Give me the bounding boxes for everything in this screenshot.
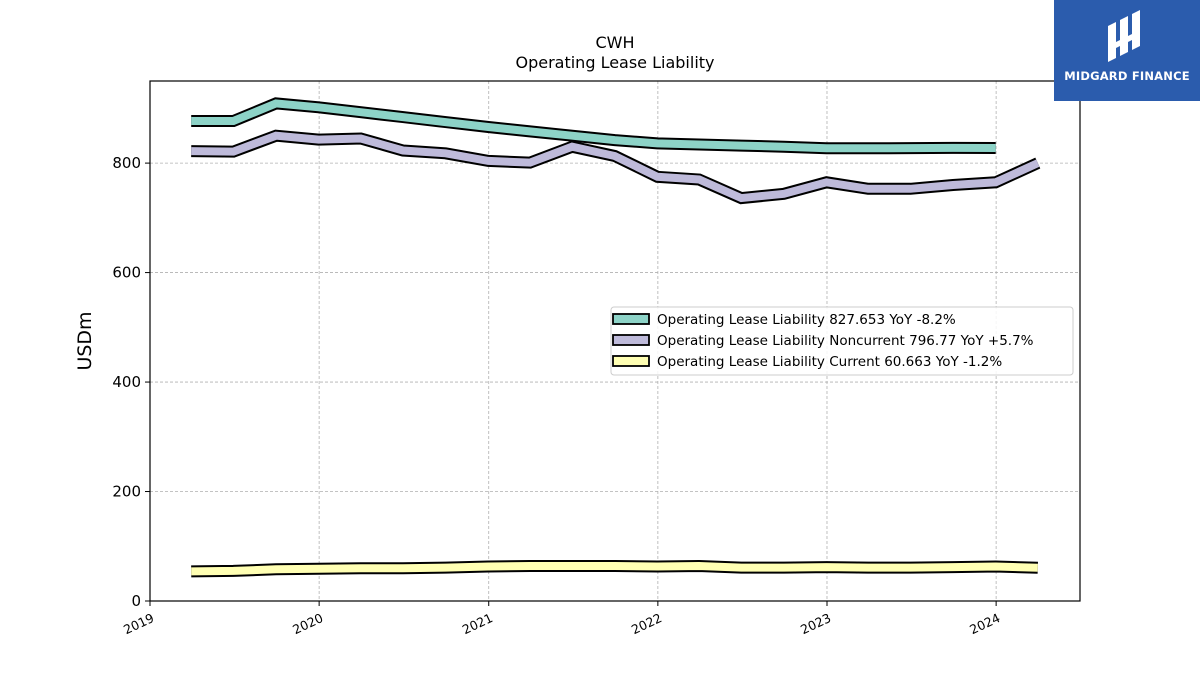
series-2-line (191, 131, 1040, 203)
x-tick-label: 2020 (290, 610, 325, 637)
x-tick-label: 2022 (629, 610, 664, 637)
chart-subtitle: Operating Lease Liability (515, 53, 714, 72)
legend-label: Operating Lease Liability Noncurrent 796… (657, 333, 1034, 349)
legend-box (610, 306, 1074, 376)
legend-label: Operating Lease Liability 827.653 YoY -8… (657, 312, 956, 328)
brand-logo: MIDGARD FINANCE (1054, 0, 1200, 101)
plot-area (149, 80, 1081, 602)
chart-title: CWH (595, 33, 634, 52)
y-axis-label: USDm (74, 311, 96, 370)
x-tick-label: 2024 (967, 610, 1002, 637)
brand-name: MIDGARD FINANCE (1064, 69, 1190, 83)
legend-swatch (612, 334, 650, 346)
y-tick-label: 400 (112, 373, 141, 391)
legend-swatch (612, 355, 650, 367)
y-tick-label: 200 (112, 483, 141, 501)
x-tick-label: 2021 (460, 610, 495, 637)
series-group (191, 97, 1041, 578)
y-tick-label: 800 (112, 154, 141, 172)
midgard-logo-icon (1108, 10, 1140, 62)
x-tick-label: 2023 (798, 610, 833, 637)
legend: Operating Lease Liability 827.653 YoY -8… (610, 306, 1074, 376)
legend-swatch (612, 313, 650, 325)
series-3-line (191, 561, 1038, 576)
y-tick-label: 0 (131, 592, 141, 610)
grid (150, 81, 1080, 601)
series-1-line (191, 99, 996, 153)
y-tick-label: 600 (112, 264, 141, 282)
legend-label: Operating Lease Liability Current 60.663… (657, 354, 1002, 370)
x-tick-label: 2019 (121, 610, 156, 637)
